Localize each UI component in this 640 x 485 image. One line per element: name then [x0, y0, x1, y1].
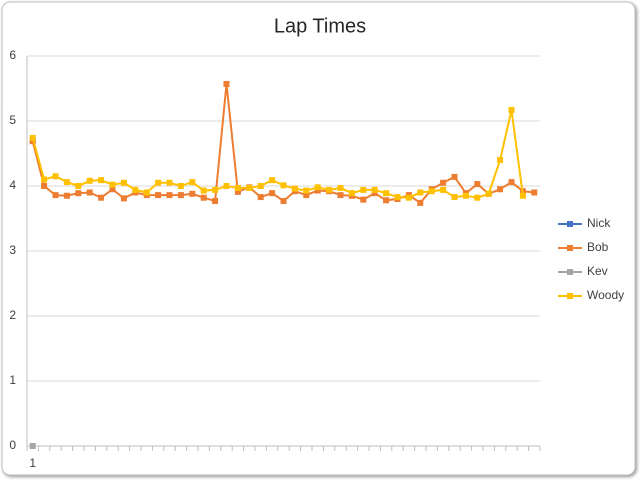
data-point — [98, 194, 105, 201]
data-point — [234, 188, 241, 195]
data-point — [223, 183, 230, 189]
data-point — [474, 194, 481, 201]
data-point — [394, 194, 401, 201]
data-point — [52, 173, 59, 180]
data-point — [417, 199, 424, 206]
legend-marker — [567, 269, 573, 275]
data-point — [166, 179, 173, 186]
data-point — [189, 179, 196, 186]
data-point — [360, 196, 367, 203]
y-tick-label: 0 — [9, 438, 16, 452]
x-tick-label: 1 — [29, 456, 36, 470]
data-point — [497, 186, 504, 193]
data-point — [269, 177, 276, 184]
data-point — [337, 192, 344, 199]
data-point — [508, 106, 515, 113]
data-point — [451, 194, 458, 201]
data-point — [303, 192, 310, 199]
data-point — [200, 187, 207, 194]
data-point — [348, 190, 355, 197]
legend-label: Bob — [587, 240, 609, 254]
data-point — [485, 190, 492, 197]
data-point — [155, 192, 162, 199]
legend-marker — [567, 293, 573, 299]
y-tick-label: 6 — [9, 48, 16, 62]
data-point — [314, 187, 321, 194]
y-tick-label: 5 — [9, 113, 16, 127]
data-point — [280, 182, 287, 189]
data-point — [98, 177, 105, 184]
data-point — [303, 187, 310, 194]
data-point — [166, 192, 173, 199]
data-point — [428, 188, 435, 195]
data-point — [109, 186, 116, 193]
data-point — [371, 186, 378, 193]
data-point — [519, 192, 526, 199]
data-point — [75, 190, 82, 197]
data-point — [440, 179, 447, 186]
y-tick-label: 1 — [9, 373, 16, 387]
data-point — [269, 190, 276, 197]
data-point — [337, 184, 344, 191]
data-point — [212, 186, 219, 193]
data-point — [508, 179, 515, 186]
legend-label: Woody — [587, 288, 624, 302]
data-point — [200, 194, 207, 201]
data-point — [234, 184, 241, 191]
data-point — [405, 194, 412, 201]
data-point — [531, 189, 538, 196]
chart-frame — [1, 1, 636, 476]
data-point — [63, 192, 70, 199]
data-point — [109, 181, 116, 188]
data-point — [326, 186, 333, 193]
data-point — [223, 80, 230, 87]
data-point — [86, 177, 93, 184]
data-point — [451, 173, 458, 180]
data-point — [143, 189, 150, 196]
legend-marker — [567, 221, 573, 227]
y-tick-label: 2 — [9, 308, 16, 322]
data-point — [132, 186, 139, 193]
data-point — [29, 443, 36, 449]
data-point — [155, 179, 162, 186]
data-point — [86, 189, 93, 196]
legend-label: Nick — [587, 216, 611, 230]
data-point — [474, 181, 481, 188]
data-point — [360, 186, 367, 193]
data-point — [440, 186, 447, 193]
legend-marker — [567, 245, 573, 251]
data-point — [120, 179, 127, 186]
data-point — [75, 183, 82, 189]
data-point — [212, 197, 219, 204]
data-point — [41, 183, 48, 189]
data-point — [417, 189, 424, 196]
data-point — [314, 184, 321, 191]
y-tick-label: 3 — [9, 243, 16, 257]
data-point — [189, 190, 196, 197]
data-point — [371, 190, 378, 197]
data-point — [246, 184, 253, 191]
data-point — [383, 197, 390, 204]
legend-label: Kev — [587, 264, 608, 278]
data-point — [383, 190, 390, 197]
data-point — [177, 183, 184, 189]
data-point — [177, 192, 184, 199]
chart-title: Lap Times — [274, 15, 366, 37]
data-point — [29, 134, 36, 141]
data-point — [280, 197, 287, 204]
data-point — [41, 176, 48, 183]
data-point — [257, 183, 264, 189]
data-point — [257, 194, 264, 201]
y-tick-label: 4 — [9, 178, 16, 192]
data-point — [63, 179, 70, 186]
data-point — [120, 195, 127, 202]
data-point — [291, 185, 298, 192]
data-point — [462, 192, 469, 199]
data-point — [52, 192, 59, 199]
data-point — [497, 157, 504, 163]
